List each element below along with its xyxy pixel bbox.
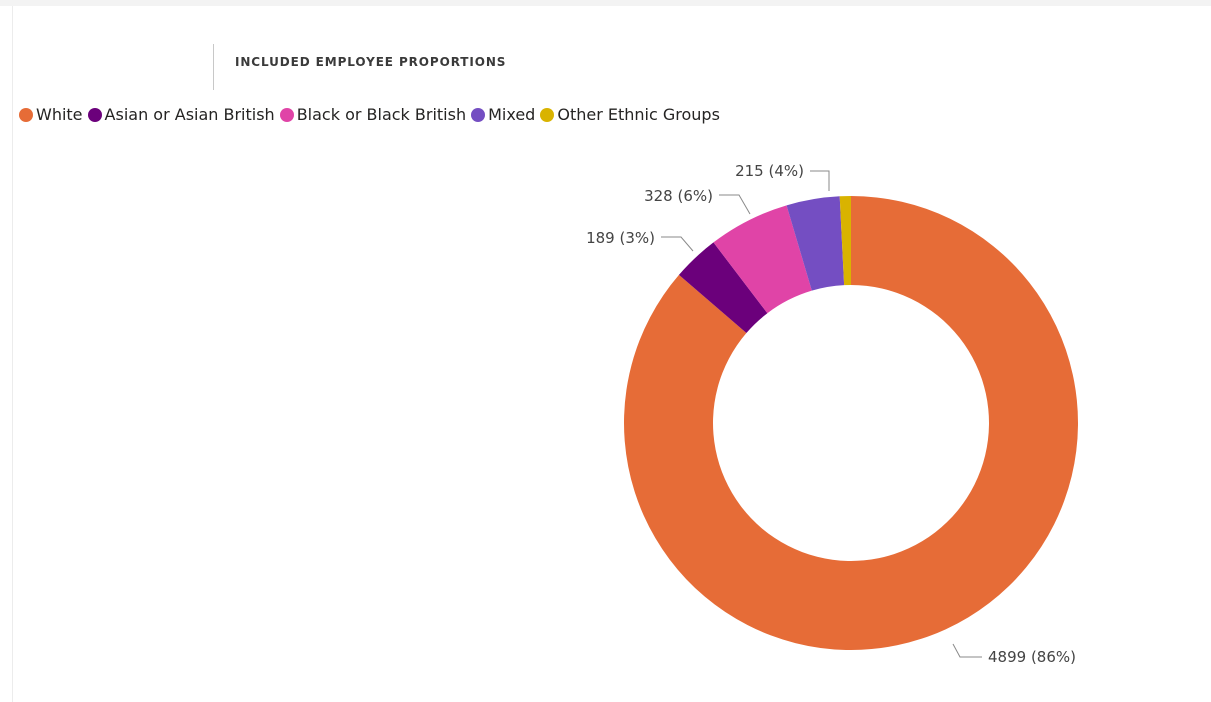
top-strip — [0, 0, 1211, 6]
legend-label-black-or-black-british: Black or Black British — [296, 105, 467, 124]
legend-swatch-mixed — [471, 107, 486, 122]
donut-slice-mixed[interactable] — [786, 196, 845, 291]
data-label-white: 4899 (86%) — [988, 648, 1076, 666]
legend-item-asian-or-asian-british[interactable]: Asian or Asian British — [87, 105, 275, 124]
legend-label-asian-or-asian-british: Asian or Asian British — [104, 105, 275, 124]
legend-item-black-or-black-british[interactable]: Black or Black British — [279, 105, 467, 124]
left-border — [12, 6, 13, 702]
chart-legend[interactable]: White Asian or Asian British Black or Blac… — [19, 105, 725, 124]
leader-line-black-or-black-british — [719, 194, 751, 215]
data-label-black-or-black-british: 328 (6%) — [644, 187, 713, 205]
chart-title: INCLUDED EMPLOYEE PROPORTIONS — [235, 55, 507, 69]
legend-item-mixed[interactable]: Mixed — [471, 105, 535, 124]
legend-item-other-ethnic-groups[interactable]: Other Ethnic Groups — [540, 105, 720, 124]
legend-swatch-black-or-black-british — [279, 107, 294, 122]
legend-label-other-ethnic-groups: Other Ethnic Groups — [557, 105, 720, 124]
legend-swatch-other-ethnic-groups — [540, 107, 555, 122]
leader-line-white — [952, 643, 982, 658]
leader-line-mixed — [810, 170, 830, 191]
donut-slice-asian-or-asian-british[interactable] — [678, 242, 768, 333]
data-label-mixed: 215 (4%) — [735, 162, 804, 180]
leader-line-asian-or-asian-british — [661, 236, 694, 252]
legend-swatch-asian-or-asian-british — [87, 107, 102, 122]
donut-slice-other-ethnic-groups[interactable] — [839, 196, 851, 286]
donut-slice-black-or-black-british[interactable] — [713, 205, 812, 314]
donut-slice-white[interactable] — [624, 196, 1078, 651]
legend-item-white[interactable]: White — [19, 105, 83, 124]
legend-label-mixed: Mixed — [488, 105, 536, 124]
legend-label-white: White — [36, 105, 83, 124]
legend-swatch-white — [19, 107, 33, 122]
data-label-asian-or-asian-british: 189 (3%) — [586, 229, 655, 247]
header-divider — [213, 44, 214, 90]
